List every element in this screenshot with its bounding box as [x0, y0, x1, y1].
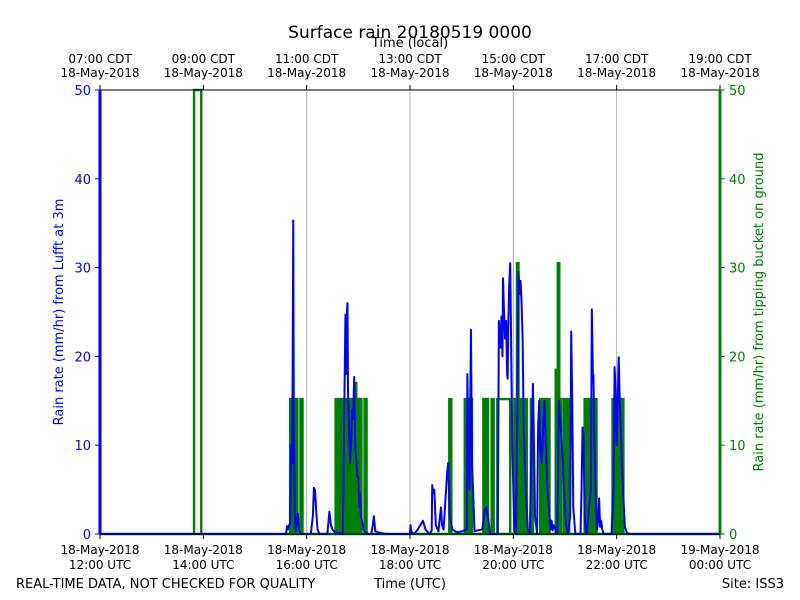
x-tick-label-bottom-date: 18-May-2018: [474, 543, 553, 557]
x-tick-label-top-date: 18-May-2018: [474, 66, 553, 80]
x-tick-label-bottom-time: 22:00 UTC: [586, 558, 648, 572]
y-tick-label-right: 30: [729, 262, 746, 277]
x-tick-label-top-date: 18-May-2018: [370, 66, 449, 80]
y-tick-label-right: 20: [729, 350, 746, 365]
x-tick-label-bottom-date: 18-May-2018: [370, 543, 449, 557]
x-tick-label-bottom-time: 12:00 UTC: [69, 558, 131, 572]
bucket-pulse: [484, 397, 490, 534]
lufft-line: [100, 219, 720, 535]
footer-note: REAL-TIME DATA, NOT CHECKED FOR QUALITY: [16, 577, 315, 592]
y-axis-label-left: Rain rate (mm/hr) from Lufft at 3m: [52, 199, 67, 426]
y-tick-label-left: 0: [83, 528, 91, 543]
y-tick-label-right: 50: [729, 84, 746, 99]
x-tick-label-top-time: 17:00 CDT: [585, 52, 649, 66]
y-tick-label-left: 40: [74, 173, 91, 188]
x-tick-label-bottom-time: 18:00 UTC: [379, 558, 441, 572]
x-tick-label-bottom-time: 20:00 UTC: [482, 558, 544, 572]
y-tick-label-right: 0: [729, 528, 737, 543]
y-tick-label-right: 40: [729, 173, 746, 188]
x-tick-label-top-time: 11:00 CDT: [275, 52, 339, 66]
x-tick-label-bottom-date: 18-May-2018: [577, 543, 656, 557]
x-tick-label-bottom-date: 18-May-2018: [60, 543, 139, 557]
y-axis-label-right: Rain rate (mm/hr) from tipping bucket on…: [752, 153, 767, 472]
bucket-pulse: [558, 397, 563, 534]
bucket-pulse: [358, 397, 363, 534]
x-tick-label-bottom-date: 18-May-2018: [164, 543, 243, 557]
x-tick-label-bottom-time: 00:00 UTC: [689, 558, 751, 572]
bucket-pulse: [490, 397, 495, 534]
y-tick-label-left: 20: [74, 350, 91, 365]
bucket-pulse: [565, 397, 571, 534]
y-tick-label-right: 10: [729, 439, 746, 454]
bucket-pulse: [363, 397, 368, 534]
x-tick-label-top-date: 18-May-2018: [680, 66, 759, 80]
x-tick-label-bottom-time: 14:00 UTC: [172, 558, 234, 572]
x-tick-label-top-time: 15:00 CDT: [482, 52, 546, 66]
chart-title: Surface rain 20180519 0000: [288, 23, 532, 43]
site-label: Site: ISS3: [722, 577, 784, 592]
x-tick-label-top-date: 18-May-2018: [267, 66, 346, 80]
y-tick-label-left: 30: [74, 262, 91, 277]
bucket-pulse: [299, 397, 304, 534]
x-tick-label-top-date: 18-May-2018: [164, 66, 243, 80]
x-tick-label-top-time: 09:00 CDT: [172, 52, 236, 66]
x-tick-label-bottom-date: 19-May-2018: [680, 543, 759, 557]
x-axis-label: Time (UTC): [373, 577, 446, 592]
x-tick-label-top-time: 07:00 CDT: [68, 52, 132, 66]
x-tick-label-bottom-date: 18-May-2018: [267, 543, 346, 557]
y-tick-label-left: 50: [74, 84, 91, 99]
bucket-pulse: [539, 397, 544, 534]
x-tick-label-top-time: 13:00 CDT: [378, 52, 442, 66]
x-tick-label-top-time: 19:00 CDT: [688, 52, 752, 66]
x-tick-label-top-date: 18-May-2018: [60, 66, 139, 80]
bucket-pulse: [294, 397, 299, 534]
x-tick-label-bottom-time: 16:00 UTC: [276, 558, 338, 572]
lufft-series: [100, 219, 720, 535]
x-tick-label-top-date: 18-May-2018: [577, 66, 656, 80]
top-axis-label: Time (local): [371, 36, 448, 51]
y-tick-label-left: 10: [74, 439, 91, 454]
